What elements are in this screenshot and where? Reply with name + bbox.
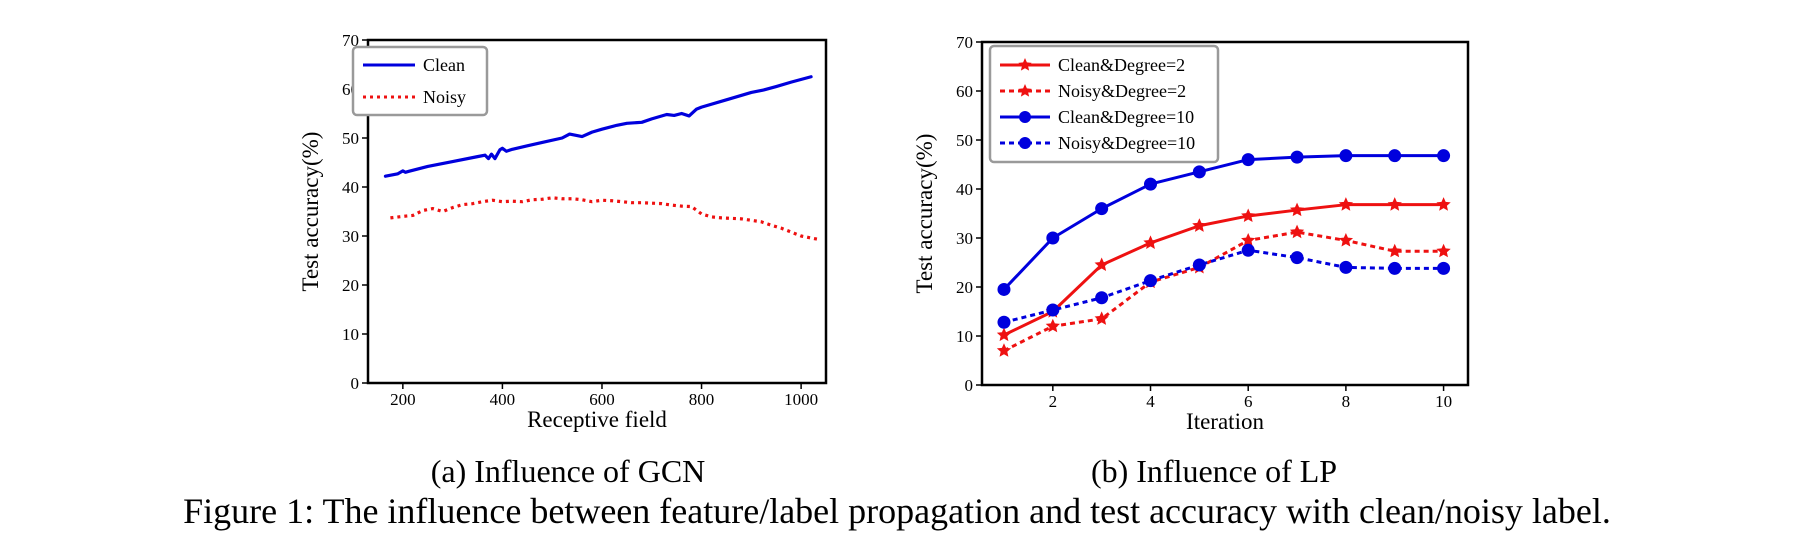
- legend-label: Clean: [423, 55, 465, 75]
- data-point: [1095, 202, 1109, 216]
- legend: Clean Noisy: [351, 45, 489, 117]
- subcaption-b: (b) Influence of LP: [1091, 453, 1337, 489]
- data-point: [1290, 251, 1304, 265]
- y-axis-label: Test accuracy(%): [298, 132, 323, 292]
- plot-frame: [366, 38, 828, 385]
- data-point: [1241, 153, 1255, 167]
- legend-label: Clean&Degree=2: [1058, 55, 1185, 75]
- x-tick-label: 400: [490, 390, 516, 409]
- data-point: [1143, 235, 1158, 249]
- series-line-clean: [383, 75, 813, 178]
- x-tick-label: 6: [1244, 392, 1253, 411]
- y-tick-label: 0: [351, 374, 360, 393]
- legend-marker: [1019, 111, 1031, 123]
- plot-frame: [980, 40, 1470, 387]
- data-point: [1094, 257, 1109, 272]
- legend-label: Noisy&Degree=10: [1058, 133, 1195, 153]
- x-axis-label: Receptive field: [527, 407, 667, 432]
- data-point: [1095, 291, 1109, 305]
- data-point: [1436, 197, 1451, 211]
- legend-frame: [988, 44, 1220, 164]
- x-tick-label: 800: [689, 390, 715, 409]
- data-point: [1046, 231, 1060, 245]
- legend-label: Noisy&Degree=2: [1058, 81, 1186, 101]
- x-tick-label: 1000: [784, 390, 818, 409]
- series-line-noisy: [390, 196, 819, 241]
- data-point: [1436, 243, 1451, 258]
- x-tick-label: 4: [1146, 392, 1155, 411]
- data-point: [1241, 243, 1255, 257]
- data-point: [1338, 197, 1354, 211]
- chart-gcn: 200 400 600 800 1000010203040506070Receptive…: [298, 31, 828, 432]
- data-point: [1289, 224, 1305, 239]
- data-point: [997, 315, 1011, 329]
- data-point: [1144, 177, 1158, 191]
- legend-marker: [1019, 137, 1031, 149]
- data-point: [1388, 261, 1402, 275]
- data-point: [1339, 149, 1353, 163]
- data-point: [1387, 243, 1402, 258]
- subcaption-a: (a) Influence of GCN: [431, 453, 706, 489]
- legend-marker: [1018, 84, 1032, 97]
- y-tick-label: 70: [956, 33, 973, 52]
- series-line-noisy-degree-10: [1003, 248, 1444, 324]
- y-tick-label: 20: [342, 276, 359, 295]
- x-tick-label: 8: [1342, 392, 1351, 411]
- y-tick-label: 0: [965, 376, 974, 395]
- data-point: [1094, 311, 1109, 325]
- data-point: [1241, 208, 1256, 223]
- x-tick-label: 600: [589, 390, 615, 409]
- data-point: [1339, 260, 1353, 274]
- y-tick-label: 50: [956, 131, 973, 150]
- data-point: [996, 343, 1012, 357]
- data-point: [1192, 165, 1206, 179]
- legend-frame: [351, 45, 489, 117]
- y-tick-label: 10: [342, 325, 359, 344]
- data-point: [1388, 149, 1402, 163]
- data-point: [1192, 218, 1207, 232]
- data-point: [1387, 197, 1402, 211]
- y-tick-label: 20: [956, 278, 973, 297]
- x-tick-label: 2: [1049, 392, 1058, 411]
- data-point: [1338, 232, 1354, 247]
- x-tick-label: 10: [1435, 392, 1452, 411]
- data-point: [997, 282, 1011, 296]
- series-line-noisy-degree-2: [1003, 230, 1444, 353]
- data-point: [1241, 232, 1256, 247]
- chart-lp: 2 4 6 8 10 0 10 20 30 40 50 60 70 Iteration Test accur…: [912, 33, 1470, 434]
- data-point: [1290, 150, 1304, 164]
- data-point: [1289, 202, 1305, 217]
- y-tick-label: 10: [956, 327, 973, 346]
- y-tick-label: 40: [342, 178, 359, 197]
- figure-caption: Figure 1: The influence between feature/…: [183, 491, 1611, 531]
- data-point: [1437, 261, 1451, 275]
- y-tick-label: 30: [342, 227, 359, 246]
- y-tick-label: 70: [342, 31, 359, 50]
- series-line-clean-degree-2: [1002, 203, 1446, 337]
- legend-marker: [1018, 58, 1032, 71]
- data-point: [996, 327, 1012, 342]
- data-point: [1045, 318, 1060, 333]
- data-point: [1437, 149, 1451, 163]
- y-tick-label: 30: [956, 229, 973, 248]
- y-tick-label: 60: [956, 82, 973, 101]
- data-point: [1144, 274, 1158, 288]
- y-tick-label: 40: [956, 180, 973, 199]
- legend-label: Noisy: [423, 87, 466, 107]
- y-axis-label: Test accuracy(%): [912, 134, 937, 294]
- data-point: [1046, 303, 1060, 317]
- series-line-clean-degree-10: [1002, 154, 1446, 291]
- data-point: [1192, 258, 1206, 272]
- x-tick-label: 200: [390, 390, 416, 409]
- y-tick-label: 50: [342, 129, 359, 148]
- legend: Clean&Degree=2 Noisy&Degree=2 Clean&Degree…: [988, 44, 1220, 164]
- x-axis-label: Iteration: [1186, 409, 1264, 434]
- legend-label: Clean&Degree=10: [1058, 107, 1194, 127]
